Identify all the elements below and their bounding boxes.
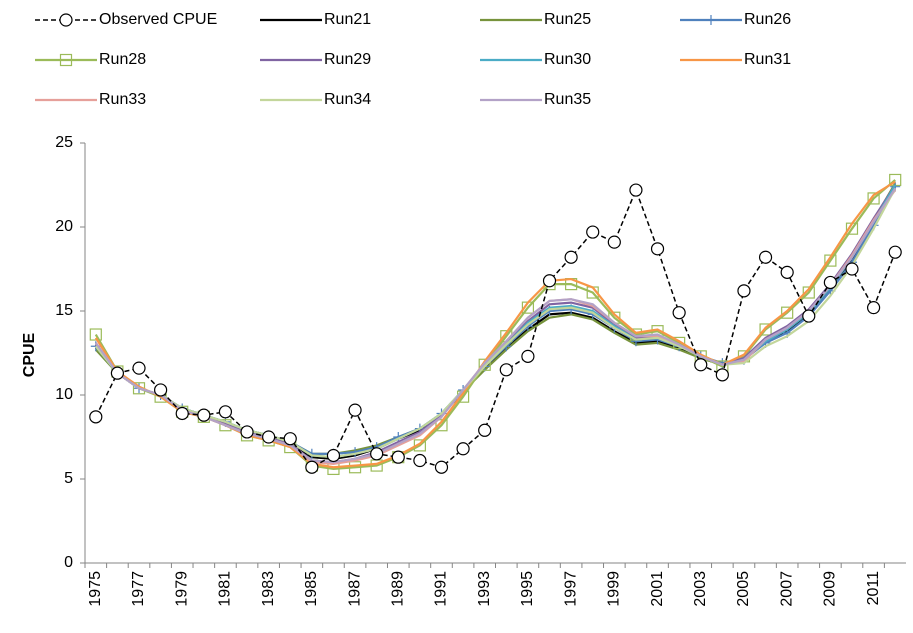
legend-marker bbox=[59, 53, 73, 67]
x-tick-label: 1997 bbox=[562, 571, 579, 607]
data-point bbox=[370, 447, 384, 461]
x-tick-label: 1987 bbox=[346, 571, 363, 607]
series-line bbox=[94, 187, 897, 464]
y-tick-label: 25 bbox=[55, 134, 73, 151]
data-point bbox=[110, 366, 125, 380]
data-point bbox=[132, 361, 146, 375]
data-point bbox=[802, 286, 815, 299]
data-point bbox=[824, 254, 837, 267]
data-point bbox=[435, 419, 448, 432]
data-point bbox=[348, 461, 362, 474]
data-point bbox=[348, 403, 362, 417]
legend-label: Run34 bbox=[324, 91, 371, 108]
data-point bbox=[650, 242, 665, 256]
series-line bbox=[94, 182, 897, 455]
data-point bbox=[218, 405, 233, 419]
data-point bbox=[823, 275, 837, 290]
data-point bbox=[888, 245, 902, 259]
y-axis-title: CPUE bbox=[21, 332, 38, 377]
data-point bbox=[521, 349, 535, 363]
data-point bbox=[305, 460, 319, 474]
data-point bbox=[456, 442, 470, 456]
data-point bbox=[262, 430, 276, 444]
y-tick-label: 0 bbox=[64, 554, 73, 571]
data-point bbox=[413, 439, 426, 452]
y-tick-label: 10 bbox=[55, 386, 73, 403]
data-point bbox=[586, 225, 600, 239]
legend-label: Run29 bbox=[324, 51, 371, 68]
data-point bbox=[607, 235, 621, 249]
x-tick-label: 1981 bbox=[217, 571, 234, 607]
x-tick-label: 1993 bbox=[476, 571, 493, 607]
x-tick-label: 1975 bbox=[87, 571, 104, 607]
data-point bbox=[154, 383, 168, 397]
x-tick-label: 1983 bbox=[260, 571, 277, 607]
data-point bbox=[326, 448, 341, 463]
x-tick-label: 1995 bbox=[519, 571, 536, 607]
data-point bbox=[197, 408, 211, 422]
data-point bbox=[737, 284, 751, 298]
x-tick-label: 1989 bbox=[389, 571, 406, 607]
x-tick-label: 2003 bbox=[692, 571, 709, 607]
x-tick-label: 1999 bbox=[606, 571, 623, 607]
data-point bbox=[758, 250, 773, 264]
legend-marker bbox=[706, 15, 716, 25]
y-tick-label: 15 bbox=[55, 302, 73, 319]
data-point bbox=[240, 425, 254, 439]
legend-label: Run35 bbox=[544, 91, 591, 108]
data-point bbox=[542, 274, 557, 288]
data-point bbox=[672, 306, 686, 320]
x-tick-label: 2011 bbox=[865, 571, 882, 606]
x-tick-label: 2001 bbox=[649, 571, 666, 607]
legend-label: Run26 bbox=[744, 11, 791, 28]
data-point bbox=[759, 323, 772, 336]
x-tick-label: 2005 bbox=[735, 571, 752, 607]
data-point bbox=[283, 432, 297, 446]
x-tick-label: 1977 bbox=[130, 571, 147, 607]
data-point bbox=[499, 363, 513, 377]
data-point bbox=[478, 358, 491, 371]
legend-label: Run30 bbox=[544, 51, 591, 68]
legend-label: Run31 bbox=[744, 51, 791, 68]
series-line bbox=[94, 180, 896, 469]
series-line bbox=[94, 189, 897, 465]
legend-marker bbox=[59, 13, 73, 27]
y-tick-label: 20 bbox=[55, 218, 73, 235]
y-tick-label: 5 bbox=[64, 470, 73, 487]
data-point bbox=[391, 450, 405, 464]
data-point bbox=[413, 453, 427, 468]
legend-label: Run33 bbox=[99, 91, 146, 108]
data-point bbox=[694, 358, 708, 372]
legend-label: Observed CPUE bbox=[99, 11, 217, 28]
data-point bbox=[866, 301, 881, 315]
data-point bbox=[434, 460, 449, 474]
data-point bbox=[629, 183, 643, 197]
x-tick-label: 1979 bbox=[173, 571, 190, 607]
data-point bbox=[478, 423, 492, 437]
series-line bbox=[94, 179, 896, 471]
data-point bbox=[715, 368, 729, 382]
data-point bbox=[89, 410, 103, 424]
data-point bbox=[564, 250, 578, 264]
data-point bbox=[175, 406, 189, 421]
series-line bbox=[94, 187, 897, 459]
x-tick-label: 1991 bbox=[433, 571, 450, 607]
data-point bbox=[781, 306, 794, 319]
legend-label: Run28 bbox=[99, 51, 146, 68]
legend-label: Run21 bbox=[324, 11, 371, 28]
series-line bbox=[95, 187, 896, 469]
data-point bbox=[780, 265, 794, 279]
legend-label: Run25 bbox=[544, 11, 591, 28]
data-point bbox=[89, 328, 102, 341]
data-point bbox=[845, 262, 859, 276]
data-point bbox=[867, 192, 880, 205]
x-tick-label: 1985 bbox=[303, 571, 320, 607]
data-point bbox=[802, 309, 816, 323]
x-tick-label: 2007 bbox=[778, 571, 795, 607]
x-tick-label: 2009 bbox=[822, 571, 839, 607]
